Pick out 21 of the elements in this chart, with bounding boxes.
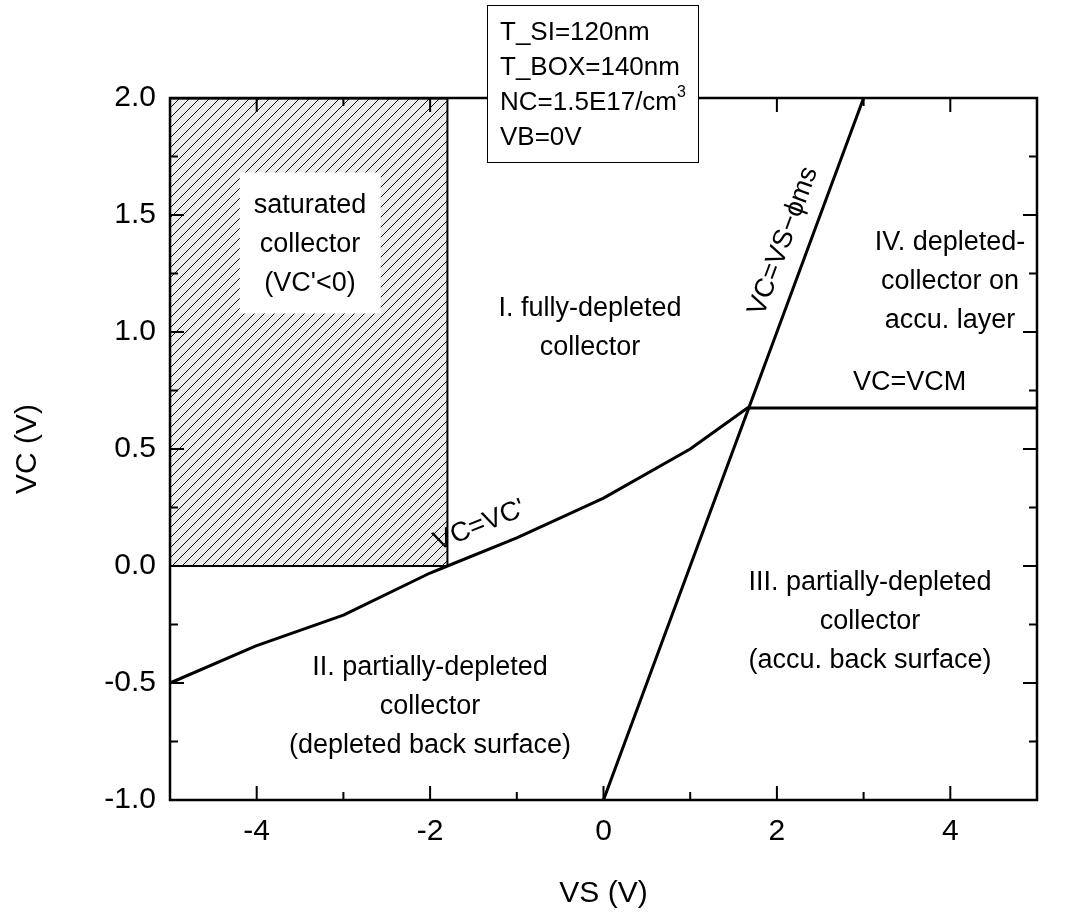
x-tick-label: 0 bbox=[595, 813, 612, 847]
annotation: IV. depleted- collector on accu. layer bbox=[874, 224, 1026, 336]
y-tick-label: -0.5 bbox=[104, 664, 156, 698]
annotation: VC=VCM bbox=[852, 366, 967, 396]
y-axis-title: VC (V) bbox=[9, 404, 43, 494]
y-tick-label: 1.5 bbox=[114, 196, 156, 230]
x-tick-label: -4 bbox=[243, 813, 271, 847]
x-axis-title: VS (V) bbox=[559, 875, 648, 909]
x-tick-label: 4 bbox=[941, 813, 959, 847]
y-tick-label: 1.0 bbox=[114, 313, 156, 347]
x-tick-label: 2 bbox=[768, 813, 786, 847]
x-tick-label: -2 bbox=[416, 813, 444, 847]
annotation: III. partially-depleted collector (accu. back surface) bbox=[748, 564, 992, 676]
annotation: I. fully-depleted collector bbox=[498, 291, 682, 363]
text: T_SI=120nm T_BOX=140nm NC=1.5E17/cm$^{3}$ VB=0V bbox=[500, 16, 686, 151]
annotation: II. partially-depleted collector (depleted back surface) bbox=[288, 649, 572, 761]
y-tick-label: 0.0 bbox=[114, 547, 156, 581]
annotation: saturated collector (VC'<0) bbox=[239, 172, 381, 314]
y-tick-label: 0.5 bbox=[114, 430, 156, 464]
y-tick-label: 2.0 bbox=[114, 79, 156, 113]
y-tick-label: -1.0 bbox=[104, 781, 156, 815]
